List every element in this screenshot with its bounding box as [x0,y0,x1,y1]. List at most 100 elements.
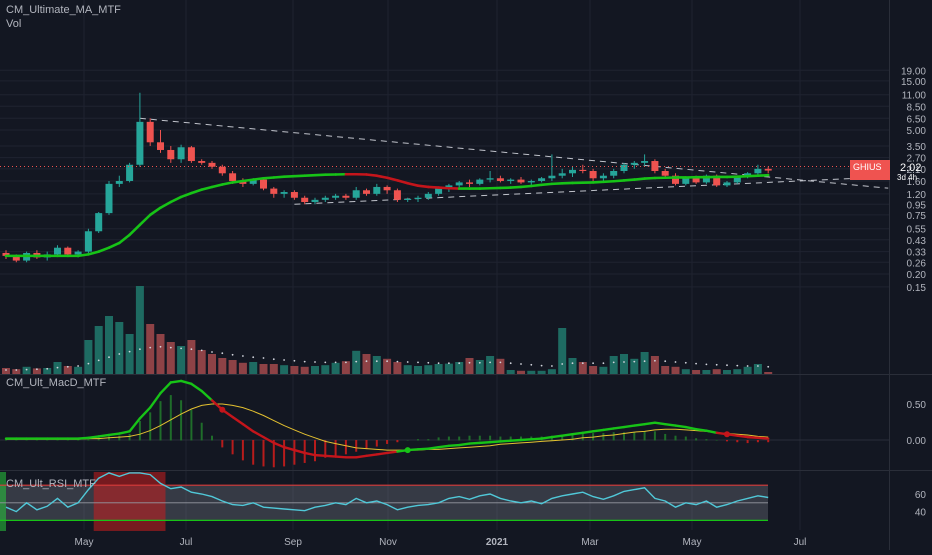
volume-average-point [407,361,409,363]
price-axis-label: 0.75 [907,211,927,222]
macd-line-segment [511,440,521,441]
indicator-label-main[interactable]: CM_Ultimate_MA_MTF [6,4,121,16]
volume-average-point [294,360,296,362]
volume-average-point [458,362,460,364]
candle-body [662,171,669,176]
volume-bar [744,367,752,374]
indicator-label-macd[interactable]: CM_Ult_MacD_MTF [6,377,107,389]
candle-body [332,196,339,198]
macd-line-segment [470,443,480,444]
volume-bar [538,371,546,374]
time-axis-label: Jul [180,537,193,548]
candle-body [507,180,514,181]
price-axis-label: 6.50 [907,114,927,125]
candle-body [538,178,545,181]
macd-line-segment [418,449,428,450]
moving-average-segment [645,178,655,179]
volume-average-point [314,361,316,363]
candle-body [322,198,329,200]
indicator-label-vol[interactable]: Vol [6,18,21,30]
volume-average-point [448,362,450,364]
candle-body [590,171,597,178]
candle-body [373,187,380,194]
moving-average-segment [274,177,284,178]
volume-average-point [551,365,553,367]
volume-bar [2,368,10,374]
volume-average-point [500,362,502,364]
macd-line-segment [552,436,562,437]
volume-bar [363,354,371,374]
volume-average-point [67,366,69,368]
candle-body [518,180,525,183]
price-axis[interactable]: 19.0015.0011.008.506.505.003.502.702.101… [890,0,932,550]
volume-average-point [520,363,522,365]
price-tag-countdown: 3d 4h [897,173,917,182]
candle-body [754,169,761,173]
candle-body [559,173,566,175]
macd-line-segment [665,424,675,425]
price-axis-label: 0.55 [907,225,927,236]
macd-line-segment [624,426,634,427]
volume-average-point [283,359,285,361]
time-axis-label: Nov [379,537,397,548]
macd-line-segment [377,453,387,454]
candle-body [600,176,607,179]
volume-bar [527,371,535,374]
macd-cross-marker [219,407,225,413]
candle-body [291,192,298,198]
macd-line-segment [325,456,335,457]
candle-body [342,196,349,198]
volume-average-point [510,362,512,364]
volume-bar [702,370,710,374]
volume-average-point [603,362,605,364]
candle-body [312,200,319,202]
indicator-label-rsi[interactable]: CM_Ult_RSI_MTF [6,478,96,490]
volume-bar [229,360,237,374]
price-axis-label: 0.15 [907,283,927,294]
volume-bar [486,356,494,374]
moving-average-segment [531,185,541,186]
macd-line-segment [583,431,593,432]
moving-average-segment [428,187,438,188]
volume-bar [198,350,206,374]
volume-bar [115,322,123,374]
volume-bar [682,369,690,374]
volume-bar [414,366,422,374]
candle-body [281,192,288,194]
macd-line-segment [315,455,325,456]
macd-line-segment [109,434,119,435]
volume-bar [95,326,103,374]
volume-bar [599,367,607,374]
volume-bar [404,365,412,374]
volume-bar [260,364,268,374]
candle-body [548,176,555,179]
volume-average-point [633,361,635,363]
macd-line-segment [614,427,624,428]
macd-line-segment [593,430,603,431]
volume-bar [249,362,257,374]
macd-line-segment [748,437,758,438]
volume-bar [517,371,525,374]
moving-average-segment [253,178,263,179]
candle-body [394,190,401,200]
moving-average-segment [624,180,634,181]
volume-average-point [355,361,357,363]
moving-average-segment [439,188,449,189]
candle-body [229,173,236,181]
time-axis-background [0,531,932,550]
volume-bar [661,366,669,374]
volume-bar [84,340,92,374]
volume-average-point [46,368,48,370]
macd-line-segment [99,435,109,436]
macd-line-segment [655,423,665,424]
macd-line-segment [449,445,459,446]
volume-average-point [180,348,182,350]
volume-average-point [438,362,440,364]
volume-bar [445,364,453,374]
volume-average-point [160,346,162,348]
macd-line-segment [490,441,500,442]
price-axis-label: 0.26 [907,258,927,269]
volume-average-point [108,356,110,358]
